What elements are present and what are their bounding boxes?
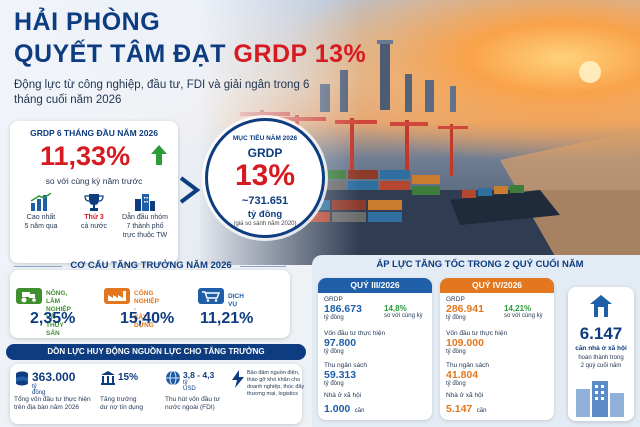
target-value: 13% <box>234 159 296 192</box>
q4-housing-row: Nhà ở xã hội 5.147 căn <box>446 392 487 415</box>
credit-value: 15% <box>118 372 139 383</box>
grdp-card-heading: GRDP 6 THÁNG ĐẦU NĂM 2026 <box>30 128 158 138</box>
quarter-q3-header: QUÝ III/2026 <box>318 278 432 293</box>
page-title: HẢI PHÒNG <box>14 8 161 36</box>
page-title-line2: QUYẾT TÂM ĐẠT GRDP 13% <box>14 40 367 68</box>
q4-investment-row: Vốn đầu tư thực hiện 109.000 tỷ đồng <box>446 330 508 355</box>
housing-label: căn nhà ở xã hội <box>575 345 627 352</box>
pressure-title: ÁP LỰC TĂNG TỐC TRONG 2 QUÝ CUỐI NĂM <box>376 259 584 270</box>
target-unit: tỷ đồng <box>247 209 283 220</box>
apartments-icon <box>576 381 624 417</box>
housing-value: 6.147 <box>579 324 623 343</box>
housing-desc: hoàn thành trong 2 quý cuối năm <box>578 355 624 369</box>
mobilization-fdi: 3,8 - 4,3 tỷ USD Thu hút vốn đầu tư nước … <box>165 370 220 411</box>
quarter-card-q4: QUÝ IV/2026 <box>440 278 554 420</box>
q3-grdp-row: GRDP 186.673 tỷ đồng <box>324 296 362 321</box>
mobilization-support: Bảo đảm nguồn điện, tháo gỡ khó khăn cho d… <box>232 370 304 397</box>
quarter-q4-header: QUÝ IV/2026 <box>440 278 554 293</box>
sector-industry: CÔNG NGHIỆP - XÂY DỰNG 15,40% <box>104 288 174 329</box>
bank-icon <box>101 371 115 385</box>
page-subtitle: Động lực từ công nghiệp, đầu tư, FDI và … <box>14 79 310 106</box>
grdp-stat-rank: Thứ 3 cả nước <box>67 193 121 231</box>
sector-services-value: 11,21% <box>200 310 254 327</box>
q4-grdp-row: GRDP 286.941 tỷ đồng <box>446 296 484 321</box>
mobilization-investment: 363.000 tỷ đồng Tổng vốn đầu tư thực hiệ… <box>14 370 91 411</box>
sector-agriculture-value: 2,35% <box>30 310 76 327</box>
target-amount: ~731.651 <box>241 195 289 207</box>
q3-budget-row: Thu ngân sách 59.313 tỷ đồng <box>324 362 368 387</box>
title-accent: GRDP 13% <box>233 40 367 68</box>
sector-industry-value: 15,40% <box>120 310 175 327</box>
lightning-icon <box>232 370 244 388</box>
target-note: (giá so sánh năm 2020) <box>233 221 297 227</box>
divider <box>240 266 286 267</box>
structure-title: CƠ CẤU TĂNG TRƯỞNG NĂM 2026 <box>70 260 232 271</box>
mobilization-credit: 15% Tăng trưởng dư nợ tín dụng <box>100 371 143 411</box>
q3-housing-row: Nhà ở xã hội 1.000 căn <box>324 392 365 415</box>
chart-icon <box>30 193 52 211</box>
sector-services: DỊCH VỤ 11,21% <box>198 288 253 327</box>
q4-budget-row: Thu ngân sách 41.804 tỷ đồng <box>446 362 490 387</box>
grdp-card: GRDP 6 THÁNG ĐẦU NĂM 2026 11,33% so với … <box>10 121 178 263</box>
globe-icon <box>166 370 180 386</box>
chevron-right-icon <box>179 176 201 204</box>
coins-icon <box>16 371 28 386</box>
trophy-icon <box>84 194 104 211</box>
target-label: MỤC TIÊU NĂM 2026 <box>232 135 298 142</box>
grdp-value: 11,33% <box>40 141 131 171</box>
house-icon <box>590 295 612 317</box>
arrow-up-icon <box>151 145 167 165</box>
q3-growth: 14,8% so với cùng kỳ <box>384 304 423 319</box>
mobilization-title: DỒN LỰC HUY ĐỘNG NGUỒN LỰC CHO TĂNG TRƯỞ… <box>6 344 306 360</box>
grdp-comparison: so với cùng kỳ năm trước <box>45 176 143 186</box>
target-circle: MỤC TIÊU NĂM 2026 GRDP 13% ~731.651 tỷ đ… <box>205 118 325 238</box>
cart-icon <box>198 288 224 304</box>
q4-growth: 14,21% so với cùng kỳ <box>504 304 543 319</box>
tractor-icon <box>16 288 42 304</box>
fdi-value: 3,8 - 4,3 <box>183 370 215 380</box>
mobilization-card <box>10 364 302 424</box>
grdp-stat-leading: Dẫn đầu nhóm 7 thành phố trực thuộc TW <box>118 193 172 240</box>
investment-value: 363.000 <box>32 370 76 384</box>
q3-investment-row: Vốn đầu tư thực hiện 97.800 tỷ đồng <box>324 330 386 355</box>
divider <box>14 266 62 267</box>
quarter-card-q3: QUÝ III/2026 <box>318 278 432 420</box>
buildings-icon <box>135 194 155 211</box>
grdp-stat-highest: Cao nhất 5 năm qua <box>14 193 68 231</box>
housing-card: 6.147 căn nhà ở xã hội hoàn thành trong 2… <box>568 287 634 421</box>
target-metric: GRDP <box>247 146 283 160</box>
sector-agriculture: NÔNG, LÂM NGHIỆP VÀ THỦY SẢN 2,35% <box>16 288 75 337</box>
growth-structure-card <box>10 270 290 338</box>
factory-icon <box>104 288 130 304</box>
